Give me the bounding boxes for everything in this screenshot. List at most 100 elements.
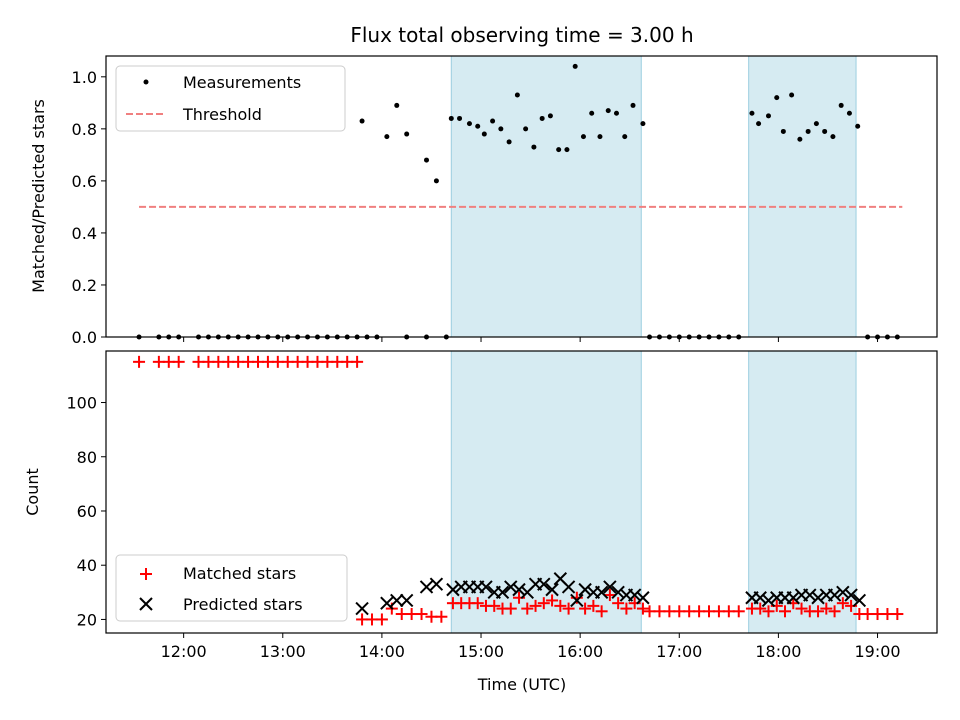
y-tick-label: 1.0 [72, 68, 97, 87]
measurement-point [531, 144, 537, 150]
predicted-star-point [852, 593, 867, 608]
matched-star-point [504, 602, 517, 615]
measurement-point [384, 134, 390, 140]
measurement-point [605, 108, 611, 114]
axes-frame [105, 55, 938, 338]
measurement-point [523, 126, 529, 132]
matched-star-point [779, 605, 792, 618]
legend-matched-marker [140, 568, 152, 580]
matched-star-point [562, 602, 575, 615]
measurement-point [564, 147, 570, 153]
measurement-point [797, 136, 803, 142]
measurement-point [466, 121, 472, 127]
shaded-interval [748, 55, 857, 338]
bottom-x-axis-label: Time (UTC) [477, 675, 566, 694]
predicted-star-point [786, 591, 800, 605]
measurement-point [514, 92, 520, 98]
measurement-point [765, 113, 771, 119]
measurement-point [774, 95, 780, 101]
measurement-point [572, 63, 578, 69]
measurement-point [589, 110, 595, 116]
measurement-point [805, 128, 811, 134]
measurement-point [457, 115, 463, 121]
matched-star-point [415, 608, 428, 621]
shaded-interval [748, 350, 857, 634]
measurement-point [830, 134, 836, 140]
matched-star-point [812, 605, 825, 618]
predicted-star-point [390, 593, 404, 608]
matched-star-point [891, 608, 904, 621]
predicted-star-point [594, 585, 609, 600]
measurement-point [813, 121, 819, 127]
x-tick-label: 12:00 [161, 642, 207, 661]
predicted-star-point [512, 582, 526, 597]
predicted-star-point [561, 580, 576, 594]
y-tick-label: 100 [66, 394, 97, 413]
matched-star-point [579, 602, 592, 615]
measurement-point [404, 131, 410, 137]
top-y-axis-label: Matched/Predicted stars [29, 99, 48, 293]
predicted-star-point [627, 588, 642, 602]
measurement-point [749, 110, 755, 116]
matched-star-point [488, 599, 501, 612]
measurement-point [580, 134, 586, 140]
predicted-star-point [504, 580, 518, 594]
measurement-point [539, 115, 545, 121]
legend-matched-label: Matched stars [183, 564, 296, 583]
legend-measurements-marker [143, 79, 149, 85]
top-legend-box [115, 65, 346, 132]
measurement-point [630, 102, 636, 108]
shaded-interval [450, 55, 642, 338]
measurement-point [433, 178, 439, 184]
matched-star-point [351, 355, 364, 368]
legend-predicted-label: Predicted stars [183, 595, 303, 614]
matched-star-point [754, 602, 767, 615]
bottom-y-axis-label: Count [23, 468, 42, 516]
matched-star-point [620, 602, 633, 615]
matched-star-point [836, 597, 849, 610]
matched-star-point [828, 605, 841, 618]
predicted-star-point [836, 585, 850, 600]
y-tick-label: 0.0 [72, 328, 97, 347]
measurement-point [622, 134, 628, 140]
bottom-legend: Matched stars Predicted stars [115, 554, 348, 622]
predicted-star-point [479, 580, 493, 594]
x-tick-label: 14:00 [359, 642, 405, 661]
x-tick-label: 18:00 [755, 642, 801, 661]
predicted-star-point [399, 593, 414, 608]
predicted-star-point [844, 588, 858, 602]
predicted-star-point [419, 580, 434, 594]
matched-star-point [636, 602, 649, 615]
matched-star-point [554, 599, 567, 612]
matched-star-point [795, 602, 808, 615]
matched-star-point [612, 597, 625, 610]
matched-star-point [603, 589, 616, 602]
matched-star-point [521, 602, 534, 615]
x-tick-label: 16:00 [557, 642, 603, 661]
axes-frame [105, 350, 938, 634]
measurement-point [613, 110, 619, 116]
y-tick-label: 40 [77, 556, 97, 575]
predicted-star-point [537, 577, 551, 591]
matched-star-point [375, 613, 388, 626]
legend-measurements-label: Measurements [183, 73, 301, 92]
measurement-point [855, 123, 861, 129]
matched-star-point [133, 355, 146, 368]
predicted-star-point [827, 588, 842, 602]
bottom-panel: 20 40 60 80 100 12:00 13:00 14:00 15:00 16:00 17:0… [66, 350, 938, 661]
measurement-point [424, 157, 430, 163]
measurement-point [506, 139, 512, 145]
y-tick-label: 0.2 [72, 276, 97, 295]
predicted-star-point [603, 580, 617, 594]
measurement-point [556, 147, 562, 153]
predicted-star-point [636, 591, 650, 605]
measurement-point [756, 121, 762, 127]
measurement-point [822, 128, 828, 134]
predicted-star-point [803, 588, 817, 602]
predicted-star-point [495, 585, 510, 600]
measurement-point [846, 110, 852, 116]
measurement-point [640, 121, 646, 127]
matched-star-point [546, 594, 559, 607]
matched-star-point [529, 599, 542, 612]
